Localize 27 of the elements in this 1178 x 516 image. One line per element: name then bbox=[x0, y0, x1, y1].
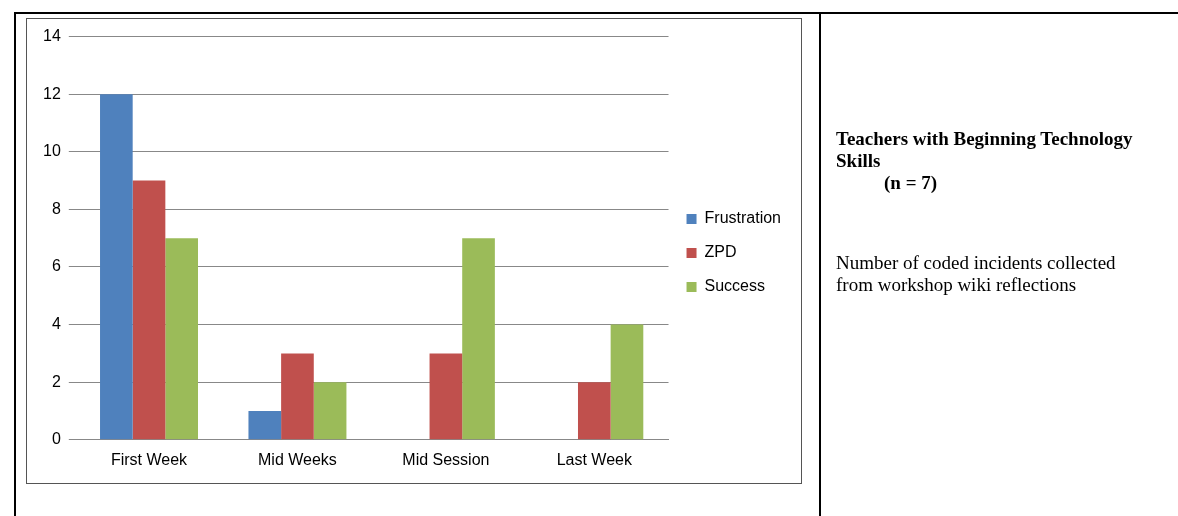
bar bbox=[281, 353, 314, 440]
x-tick-label: Last Week bbox=[556, 450, 633, 468]
bar bbox=[248, 411, 282, 440]
legend-label: ZPD bbox=[704, 243, 737, 261]
y-tick-label: 0 bbox=[51, 430, 61, 448]
bar bbox=[100, 94, 133, 440]
text: Number of coded incidents collected from workshop wiki reflections bbox=[836, 252, 1117, 296]
y-tick-label: 4 bbox=[51, 315, 61, 333]
x-tick-label: Mid Weeks bbox=[258, 450, 337, 468]
y-tick-label: 8 bbox=[51, 199, 61, 217]
legend-label: Frustration bbox=[704, 209, 781, 227]
x-tick-label: First Week bbox=[110, 450, 189, 468]
bar bbox=[313, 382, 347, 440]
bar bbox=[610, 324, 644, 440]
bar bbox=[165, 238, 198, 440]
bar bbox=[429, 353, 463, 440]
bar bbox=[132, 180, 166, 440]
legend-label: Success bbox=[704, 277, 765, 295]
y-tick-label: 12 bbox=[43, 84, 61, 102]
bar bbox=[577, 382, 611, 440]
x-tick-label: Mid Session bbox=[402, 450, 490, 468]
bar bbox=[462, 238, 495, 440]
y-tick-label: 14 bbox=[43, 27, 61, 45]
y-tick-label: 2 bbox=[51, 372, 61, 390]
text: Teachers with Beginning Technology Skills (n = 7) bbox=[836, 128, 1134, 194]
y-tick-label: 10 bbox=[43, 142, 61, 160]
y-tick-label: 6 bbox=[51, 257, 61, 275]
